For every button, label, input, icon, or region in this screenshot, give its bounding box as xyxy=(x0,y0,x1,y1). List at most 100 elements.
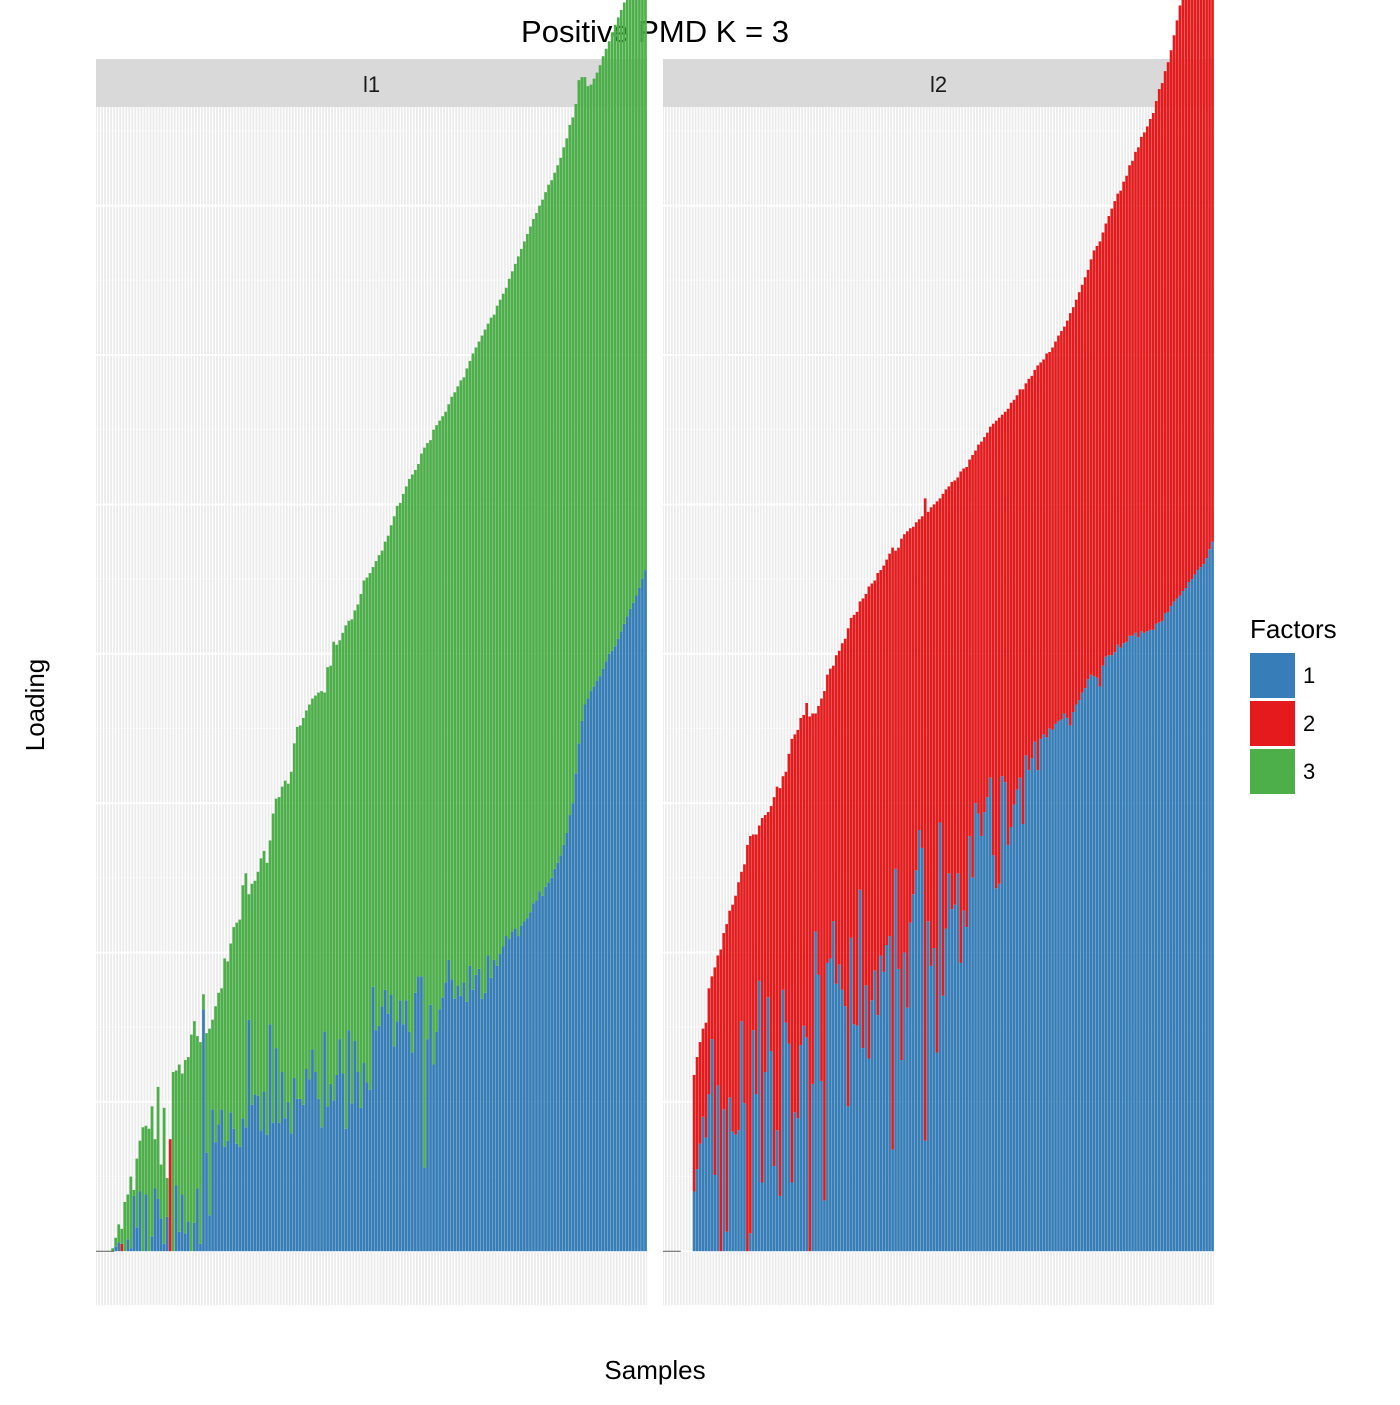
bar-segment-factor-1 xyxy=(1095,677,1099,1252)
bar-segment-factor-1 xyxy=(580,720,584,1252)
bar-segment-factor-1 xyxy=(793,1112,797,1252)
bar-segment-factor-1 xyxy=(832,921,835,1252)
bar-segment-factor-2 xyxy=(1036,365,1040,771)
bar-segment-factor-2 xyxy=(772,797,776,1167)
facet-strip-label: l2 xyxy=(930,72,947,97)
bar-segment-factor-1 xyxy=(728,1097,731,1252)
bar-segment-factor-1 xyxy=(504,936,508,1252)
bar-segment-factor-1 xyxy=(389,994,393,1252)
bar-segment-factor-3 xyxy=(277,797,281,1123)
bar-segment-factor-1 xyxy=(347,1030,351,1252)
bar-segment-factor-2 xyxy=(1024,383,1028,756)
bar-segment-factor-1 xyxy=(1030,758,1034,1252)
bar-segment-factor-2 xyxy=(997,417,1001,884)
bar-segment-factor-1 xyxy=(926,921,930,1252)
bar-segment-factor-1 xyxy=(781,989,785,1252)
bar-segment-factor-2 xyxy=(980,441,983,836)
bar-segment-factor-1 xyxy=(268,1024,272,1252)
bar-segment-factor-1 xyxy=(1015,789,1019,1252)
bar-segment-factor-3 xyxy=(286,783,290,1102)
bar-segment-factor-1 xyxy=(262,1091,266,1252)
bar-segment-factor-1 xyxy=(244,1127,248,1252)
bar-segment-factor-1 xyxy=(547,882,550,1252)
bar-segment-factor-3 xyxy=(135,1158,139,1228)
bar-segment-factor-2 xyxy=(1181,0,1185,591)
bar-segment-factor-3 xyxy=(580,77,584,721)
bar-segment-factor-1 xyxy=(456,985,460,1252)
bar-segment-factor-3 xyxy=(335,644,339,1075)
bar-segment-factor-1 xyxy=(180,1194,184,1252)
bar-segment-factor-3 xyxy=(504,287,508,937)
bar-segment-factor-1 xyxy=(986,797,989,1252)
bar-segment-factor-2 xyxy=(882,565,886,972)
bar-segment-factor-1 xyxy=(1021,824,1025,1252)
bar-segment-factor-3 xyxy=(129,1176,133,1249)
bar-segment-factor-1 xyxy=(553,868,557,1252)
bar-segment-factor-2 xyxy=(994,420,998,889)
bar-segment-factor-1 xyxy=(459,995,463,1252)
bar-segment-factor-1 xyxy=(965,927,968,1252)
bar-segment-factor-3 xyxy=(199,1042,202,1244)
bar-segment-factor-2 xyxy=(713,967,717,1176)
bar-segment-factor-2 xyxy=(1175,20,1179,599)
bar-segment-factor-1 xyxy=(274,1048,278,1252)
bar-segment-factor-3 xyxy=(326,667,329,1107)
bar-segment-factor-2 xyxy=(1051,347,1054,730)
bar-segment-factor-1 xyxy=(906,1007,909,1252)
bar-segment-factor-3 xyxy=(259,858,263,1131)
bar-segment-factor-1 xyxy=(177,1231,181,1252)
bar-segment-factor-3 xyxy=(583,77,587,705)
bar-segment-factor-1 xyxy=(183,1233,187,1252)
bar-segment-factor-1 xyxy=(991,855,995,1252)
bar-segment-factor-1 xyxy=(763,1071,767,1252)
bar-segment-factor-1 xyxy=(601,668,605,1252)
bar-segment-factor-1 xyxy=(420,976,423,1252)
bar-segment-factor-2 xyxy=(1146,126,1149,632)
bar-segment-factor-1 xyxy=(613,646,617,1252)
bar-segment-factor-1 xyxy=(1166,611,1170,1252)
bar-segment-factor-3 xyxy=(338,640,342,1040)
bar-segment-factor-3 xyxy=(314,695,317,1072)
bar-segment-factor-1 xyxy=(619,631,623,1252)
bar-segment-factor-2 xyxy=(1057,335,1060,721)
bar-segment-factor-1 xyxy=(559,855,563,1252)
bar-segment-factor-1 xyxy=(208,1215,211,1252)
bar-segment-factor-1 xyxy=(1134,632,1137,1252)
bar-segment-factor-2 xyxy=(1009,402,1013,827)
bar-segment-factor-1 xyxy=(341,1073,345,1252)
bar-segment-factor-1 xyxy=(298,1098,302,1252)
bar-segment-factor-1 xyxy=(280,1071,284,1252)
bar-segment-factor-2 xyxy=(843,638,847,1007)
bar-segment-factor-3 xyxy=(156,1086,160,1199)
bar-segment-factor-3 xyxy=(635,0,638,596)
bar-segment-factor-1 xyxy=(235,1143,239,1252)
bar-segment-factor-3 xyxy=(480,335,484,999)
bar-segment-factor-1 xyxy=(971,877,974,1252)
bar-segment-factor-1 xyxy=(577,743,581,1252)
bar-segment-factor-3 xyxy=(523,241,526,922)
bar-segment-factor-2 xyxy=(867,586,871,1059)
bar-segment-factor-1 xyxy=(1000,776,1004,1252)
bar-segment-factor-2 xyxy=(929,507,933,966)
bar-segment-factor-1 xyxy=(775,1130,779,1252)
bar-segment-factor-2 xyxy=(1169,50,1173,606)
bar-segment-factor-1 xyxy=(1178,595,1182,1252)
bar-segment-factor-1 xyxy=(994,888,998,1252)
bar-segment-factor-1 xyxy=(450,979,454,1252)
bar-segment-factor-2 xyxy=(769,806,773,1052)
bar-segment-factor-1 xyxy=(823,1200,826,1252)
bar-segment-factor-2 xyxy=(1137,147,1140,638)
bar-segment-factor-1 xyxy=(805,1037,809,1252)
bar-segment-factor-3 xyxy=(577,80,581,744)
bar-segment-factor-3 xyxy=(280,786,284,1072)
bar-segment-factor-1 xyxy=(550,877,553,1252)
bar-segment-factor-3 xyxy=(571,117,575,804)
bar-segment-factor-2 xyxy=(1027,378,1031,771)
bar-segment-factor-1 xyxy=(411,1052,414,1252)
bar-segment-factor-2 xyxy=(959,471,963,963)
bar-segment-factor-1 xyxy=(516,936,520,1252)
bar-segment-factor-1 xyxy=(974,803,977,1252)
bar-segment-factor-2 xyxy=(1092,250,1096,677)
bar-segment-factor-1 xyxy=(510,931,514,1252)
bar-segment-factor-1 xyxy=(989,777,992,1252)
